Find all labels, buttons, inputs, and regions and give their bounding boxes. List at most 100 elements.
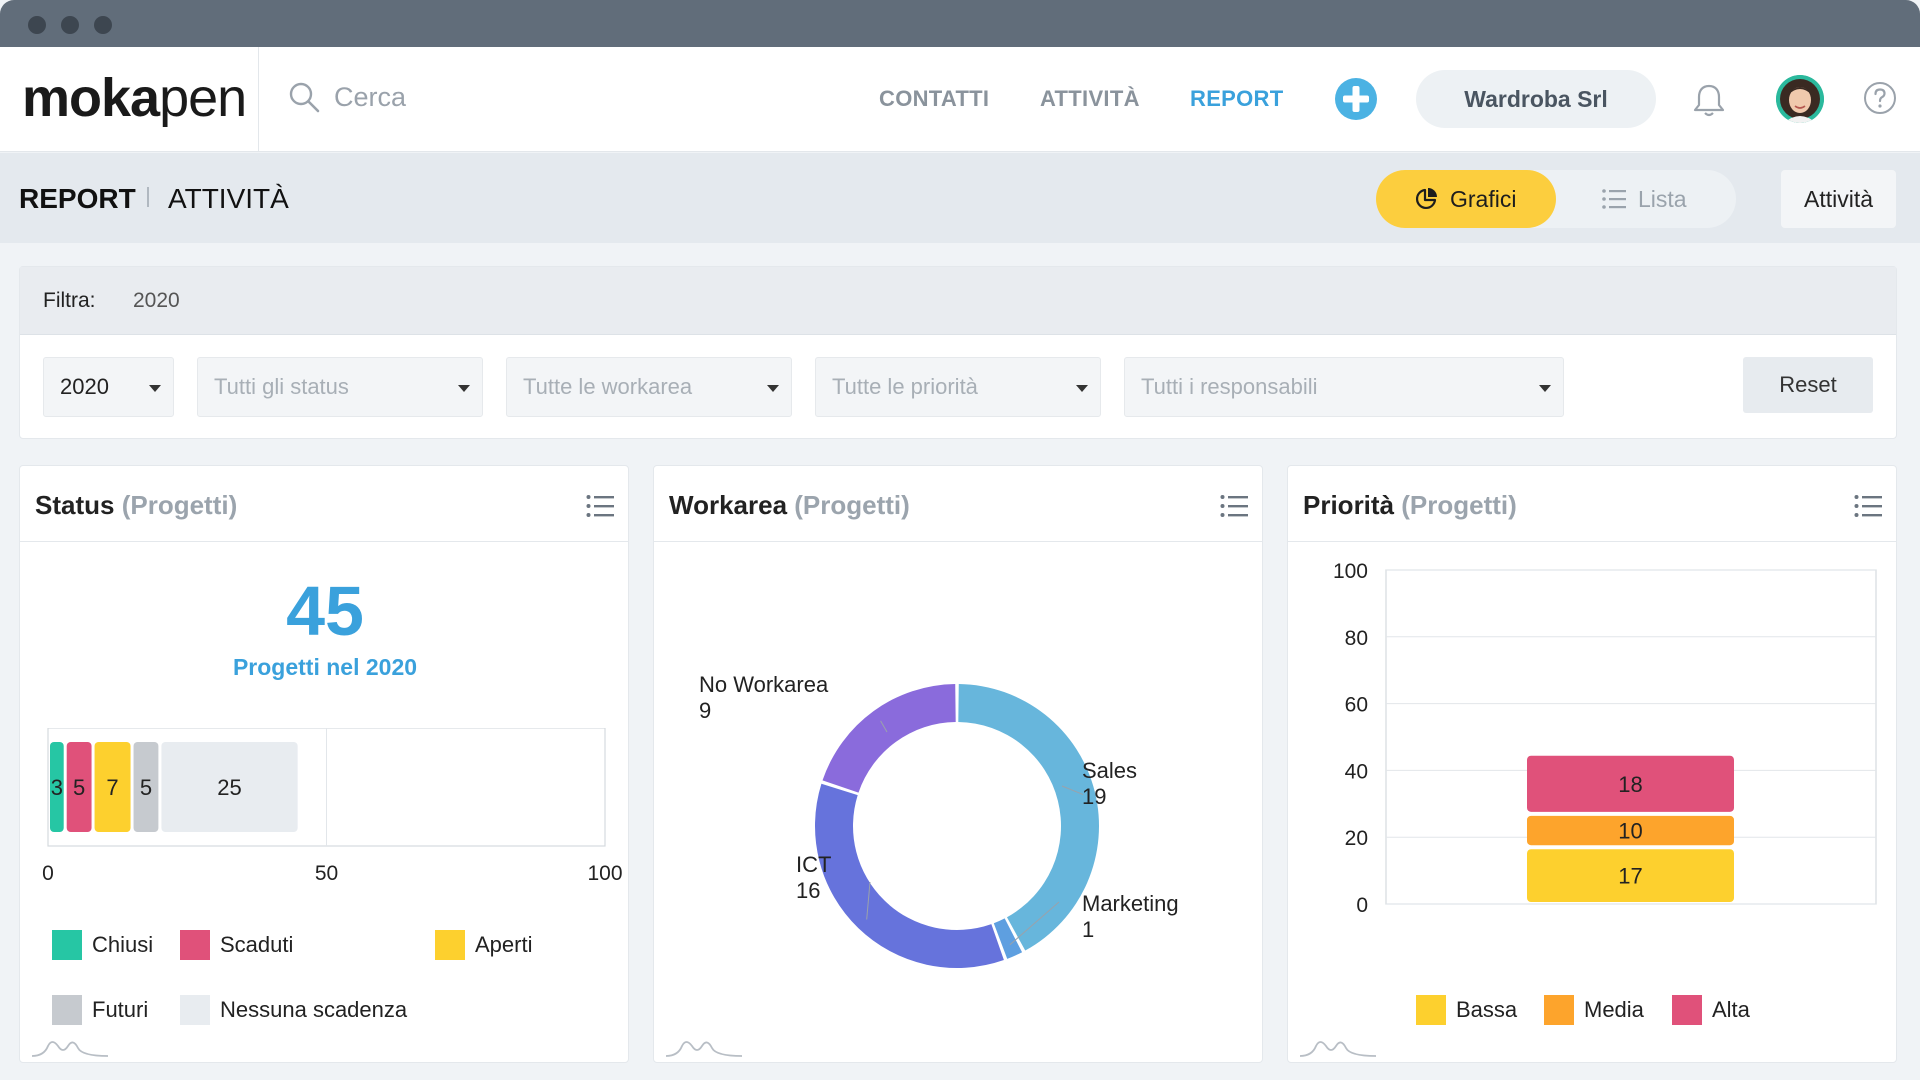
bar-alta[interactable] xyxy=(1527,755,1734,812)
tab-grafici[interactable]: Grafici xyxy=(1376,170,1556,228)
search-input[interactable] xyxy=(334,77,634,117)
slice-connector xyxy=(880,720,888,733)
bar-label-scaduti: 5 xyxy=(73,775,85,800)
chart-logo-icon xyxy=(665,1041,743,1057)
legend-swatch xyxy=(1416,995,1446,1025)
company-switcher[interactable]: Wardroba Srl xyxy=(1416,70,1656,128)
status-title-text: Status xyxy=(35,490,115,520)
total-projects-label: Progetti nel 2020 xyxy=(232,654,418,680)
bar-bassa[interactable] xyxy=(1527,849,1734,902)
legend-label: Media xyxy=(1584,997,1644,1022)
legend-swatch xyxy=(52,930,82,960)
page-header: REPORT ATTIVITÀ Grafici Lista Attività xyxy=(0,153,1920,243)
slice-no-workarea[interactable] xyxy=(822,684,956,793)
legend-swatch xyxy=(180,930,210,960)
bar-chiusi[interactable] xyxy=(50,742,64,832)
avatar[interactable] xyxy=(1776,75,1824,123)
list-icon[interactable] xyxy=(586,494,614,518)
nav-contatti[interactable]: CONTATTI xyxy=(879,86,990,111)
window-zoom-button[interactable] xyxy=(94,16,112,34)
slice-sales[interactable] xyxy=(958,684,1099,951)
window-minimize-button[interactable] xyxy=(61,16,79,34)
bar-futuri[interactable] xyxy=(133,742,159,832)
tab-grafici-label: Grafici xyxy=(1450,186,1517,212)
legend-label: Chiusi xyxy=(92,932,154,957)
x-tick-label: 100 xyxy=(587,862,622,885)
filter-card: Filtra: 2020 2020 Tutti gli status Tutte… xyxy=(19,266,1897,439)
nav-attivita[interactable]: ATTIVITÀ xyxy=(1040,86,1140,111)
workarea-panel: Workarea (Progetti) Sales 19 Marketing 1 ICT… xyxy=(653,465,1263,1063)
bar-aperti[interactable] xyxy=(94,742,131,832)
workarea-select[interactable]: Tutte le workarea xyxy=(506,357,792,417)
legend-swatch xyxy=(1672,995,1702,1025)
list-icon[interactable] xyxy=(1220,494,1248,518)
total-projects: 45 xyxy=(286,572,364,650)
priorita-select[interactable]: Tutte le priorità xyxy=(815,357,1101,417)
priorita-panel-header: Priorità (Progetti) xyxy=(1288,466,1896,542)
y-tick-label: 100 xyxy=(1333,560,1368,583)
year-select-value: 2020 xyxy=(60,374,109,399)
y-tick-label: 40 xyxy=(1345,760,1368,783)
responsabili-select[interactable]: Tutti i responsabili xyxy=(1124,357,1564,417)
status-bar-chart: 3 5 7 5 250 50 100 xyxy=(42,728,623,885)
nav-report[interactable]: REPORT xyxy=(1190,86,1284,111)
legend-swatch xyxy=(180,995,210,1025)
logo-light: pen xyxy=(159,68,247,128)
slice-marketing[interactable] xyxy=(993,918,1023,959)
y-tick-label: 20 xyxy=(1345,827,1368,850)
filter-value: 2020 xyxy=(133,289,180,312)
bar-label-bassa: 17 xyxy=(1618,864,1642,889)
bell-icon[interactable] xyxy=(1692,82,1726,118)
legend-swatch xyxy=(1544,995,1574,1025)
year-select[interactable]: 2020 xyxy=(43,357,174,417)
legend-label: Nessuna scadenza xyxy=(220,997,408,1022)
user-photo xyxy=(1776,75,1824,123)
window-close-button[interactable] xyxy=(28,16,46,34)
status-select-placeholder: Tutti gli status xyxy=(214,374,349,399)
priorita-stacked-chart: 0 20 40 60 80 100 17 10 18 xyxy=(1333,560,1877,917)
status-panel: Status (Progetti) 45 Progetti nel 2020 3… xyxy=(19,465,629,1063)
workarea-panel-header: Workarea (Progetti) xyxy=(654,466,1262,542)
chevron-down-icon xyxy=(1539,385,1551,392)
priorita-panel-title: Priorità (Progetti) xyxy=(1303,490,1517,521)
bar-label-nessuna-scadenza: 25 xyxy=(217,775,241,800)
priorita-panel: Priorità (Progetti) 0 20 40 60 80 100 17 10 18 B… xyxy=(1287,465,1897,1063)
view-toggle: Grafici Lista xyxy=(1376,170,1736,228)
list-icon[interactable] xyxy=(1854,494,1882,518)
add-button[interactable] xyxy=(1335,78,1377,120)
slice-label-sales: Sales xyxy=(1082,758,1137,783)
breadcrumb-report[interactable]: REPORT xyxy=(19,183,136,214)
logo[interactable]: mokapen xyxy=(22,67,247,129)
chevron-down-icon xyxy=(149,385,161,392)
slice-value-sales: 19 xyxy=(1082,784,1106,809)
window-titlebar xyxy=(0,0,1920,47)
y-tick-label: 0 xyxy=(1356,894,1368,917)
slice-ict[interactable] xyxy=(815,783,1004,968)
priorita-title-sub: (Progetti) xyxy=(1401,490,1517,520)
status-select[interactable]: Tutti gli status xyxy=(197,357,483,417)
workarea-panel-title: Workarea (Progetti) xyxy=(669,490,910,521)
x-tick-label: 50 xyxy=(315,862,338,885)
help-icon[interactable] xyxy=(1863,81,1897,115)
status-panel-title: Status (Progetti) xyxy=(35,490,237,521)
bar-media[interactable] xyxy=(1527,815,1734,846)
priorita-select-placeholder: Tutte le priorità xyxy=(832,374,978,399)
reset-button[interactable]: Reset xyxy=(1743,357,1873,413)
bar-label-aperti: 7 xyxy=(106,775,118,800)
divider xyxy=(258,47,259,152)
bar-scaduti[interactable] xyxy=(66,742,92,832)
x-tick-label: 0 xyxy=(42,862,54,885)
slice-label-marketing: Marketing xyxy=(1082,891,1179,916)
status-panel-header: Status (Progetti) xyxy=(20,466,628,542)
top-navigation: mokapen CONTATTI ATTIVITÀ REPORT Wardrob… xyxy=(0,47,1920,152)
slice-connector xyxy=(1009,901,1060,946)
legend-label: Alta xyxy=(1712,997,1750,1022)
responsabili-select-placeholder: Tutti i responsabili xyxy=(1141,374,1318,399)
tab-lista-label: Lista xyxy=(1638,186,1687,212)
attivita-button[interactable]: Attività xyxy=(1781,170,1896,228)
breadcrumb-attivita: ATTIVITÀ xyxy=(168,183,289,214)
bar-nessuna-scadenza[interactable] xyxy=(161,742,298,832)
bar-label-media: 10 xyxy=(1618,819,1642,844)
chart-logo-icon xyxy=(31,1041,109,1057)
slice-label-no-workarea: No Workarea xyxy=(699,672,829,697)
